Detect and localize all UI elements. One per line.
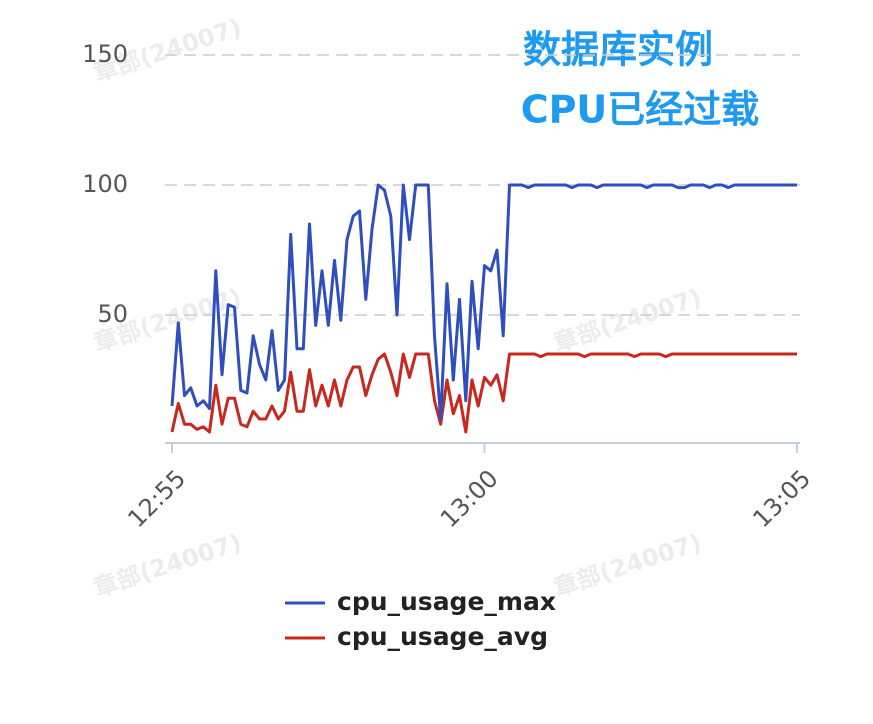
y-tick-label: 50 bbox=[97, 300, 128, 328]
series-line bbox=[170, 352, 797, 434]
x-tick-label: 12:55 bbox=[122, 464, 191, 533]
y-tick-label: 150 bbox=[82, 40, 128, 68]
annotation: 数据库实例 bbox=[523, 28, 713, 72]
legend-label: cpu_usage_max bbox=[337, 587, 556, 616]
watermark: 章部(24007) bbox=[90, 528, 245, 602]
watermark: 章部(24007) bbox=[550, 283, 705, 357]
x-tick-label: 13:00 bbox=[435, 464, 504, 533]
y-tick-label: 100 bbox=[82, 170, 128, 198]
x-tick-label: 13:05 bbox=[747, 464, 816, 533]
annotation: CPU已经过载 bbox=[521, 88, 760, 132]
watermark: 章部(24007) bbox=[550, 528, 705, 602]
legend-label: cpu_usage_avg bbox=[337, 622, 548, 651]
series-line bbox=[170, 183, 797, 421]
